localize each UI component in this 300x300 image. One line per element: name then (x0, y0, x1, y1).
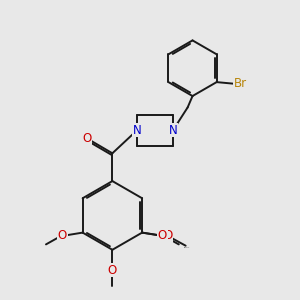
Text: methoxy: methoxy (184, 247, 190, 248)
Text: O: O (58, 229, 67, 242)
Text: O: O (82, 132, 92, 145)
Text: N: N (169, 124, 177, 137)
Text: Br: Br (234, 77, 247, 90)
Text: N: N (133, 124, 141, 137)
Text: O: O (108, 264, 117, 277)
Text: O: O (163, 230, 172, 242)
Text: O: O (158, 229, 167, 242)
